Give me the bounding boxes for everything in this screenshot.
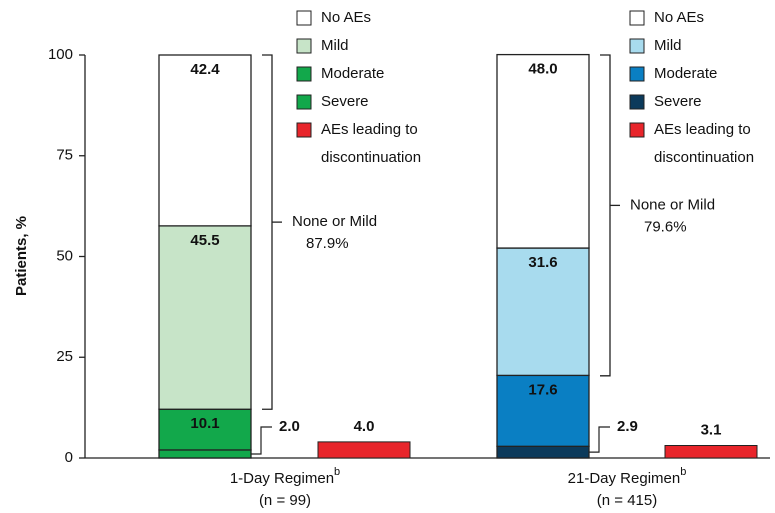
legend-swatch — [296, 94, 312, 110]
y-tick-label: 50 — [56, 247, 73, 264]
legend-swatch — [629, 38, 645, 54]
legend-swatch — [629, 122, 645, 138]
category-superscript: b — [334, 466, 340, 478]
legend-label: Mild — [654, 37, 682, 54]
bar-segment — [496, 374, 590, 447]
y-tick-label: 0 — [65, 449, 73, 466]
value-label: 10.1 — [190, 415, 219, 432]
y-axis-label: Patients, % — [13, 216, 30, 296]
value-label: 31.6 — [528, 254, 557, 271]
bracket-value: 79.6% — [644, 218, 687, 235]
value-label: 42.4 — [190, 61, 220, 78]
bracket-label: None or Mild — [292, 213, 377, 230]
bar-segment — [158, 408, 252, 451]
legend-label: No AEs — [654, 9, 705, 26]
legend-label: Moderate — [321, 65, 385, 82]
value-label: 45.5 — [190, 232, 219, 249]
bar-segment — [496, 445, 590, 459]
legend-swatch — [296, 66, 312, 82]
legend-label: Severe — [654, 93, 702, 110]
n-label: (n = 99) — [259, 492, 311, 509]
discontinuation-bar — [317, 441, 411, 459]
bracket — [600, 54, 611, 377]
value-label: 2.0 — [279, 418, 300, 435]
value-label: 17.6 — [528, 381, 557, 398]
value-label: 3.1 — [701, 421, 722, 438]
category-name: 21-Day Regimen — [568, 470, 681, 487]
legend-label: Moderate — [654, 65, 718, 82]
category-superscript: b — [680, 466, 686, 478]
legend-label: AEs leading to discontinuation — [654, 121, 755, 166]
bar-segment — [158, 449, 252, 459]
y-tick-label: 25 — [56, 348, 73, 365]
legend-swatch — [629, 94, 645, 110]
legend-swatch — [629, 10, 645, 26]
legend-label: No AEs — [321, 9, 372, 26]
bracket — [262, 54, 273, 410]
legend-swatch — [296, 10, 312, 26]
y-tick-label: 100 — [48, 46, 73, 63]
bracket-label: None or Mild — [630, 196, 715, 213]
y-tick-label: 75 — [56, 147, 73, 164]
x-category-label: 21-Day Regimenb — [568, 466, 687, 487]
legend-label: AEs leading to discontinuation — [321, 121, 422, 166]
legend-swatch — [629, 66, 645, 82]
legend-swatch — [296, 38, 312, 54]
discontinuation-bar — [664, 445, 758, 459]
value-label: 2.9 — [617, 418, 638, 435]
n-label: (n = 415) — [597, 492, 657, 509]
bracket-value: 87.9% — [306, 235, 349, 252]
bar-segment — [496, 53, 590, 249]
value-label: 4.0 — [354, 418, 375, 435]
label-connector — [589, 426, 610, 453]
legend-swatch — [296, 122, 312, 138]
category-name: 1-Day Regimen — [230, 470, 334, 487]
label-connector — [251, 426, 272, 455]
x-category-label: 1-Day Regimenb — [230, 466, 340, 487]
legend-label: Mild — [321, 37, 349, 54]
bar-segment — [158, 225, 252, 410]
bar-segment — [496, 247, 590, 377]
legend-label: Severe — [321, 93, 369, 110]
value-label: 48.0 — [528, 61, 557, 78]
bar-segment — [158, 54, 252, 227]
